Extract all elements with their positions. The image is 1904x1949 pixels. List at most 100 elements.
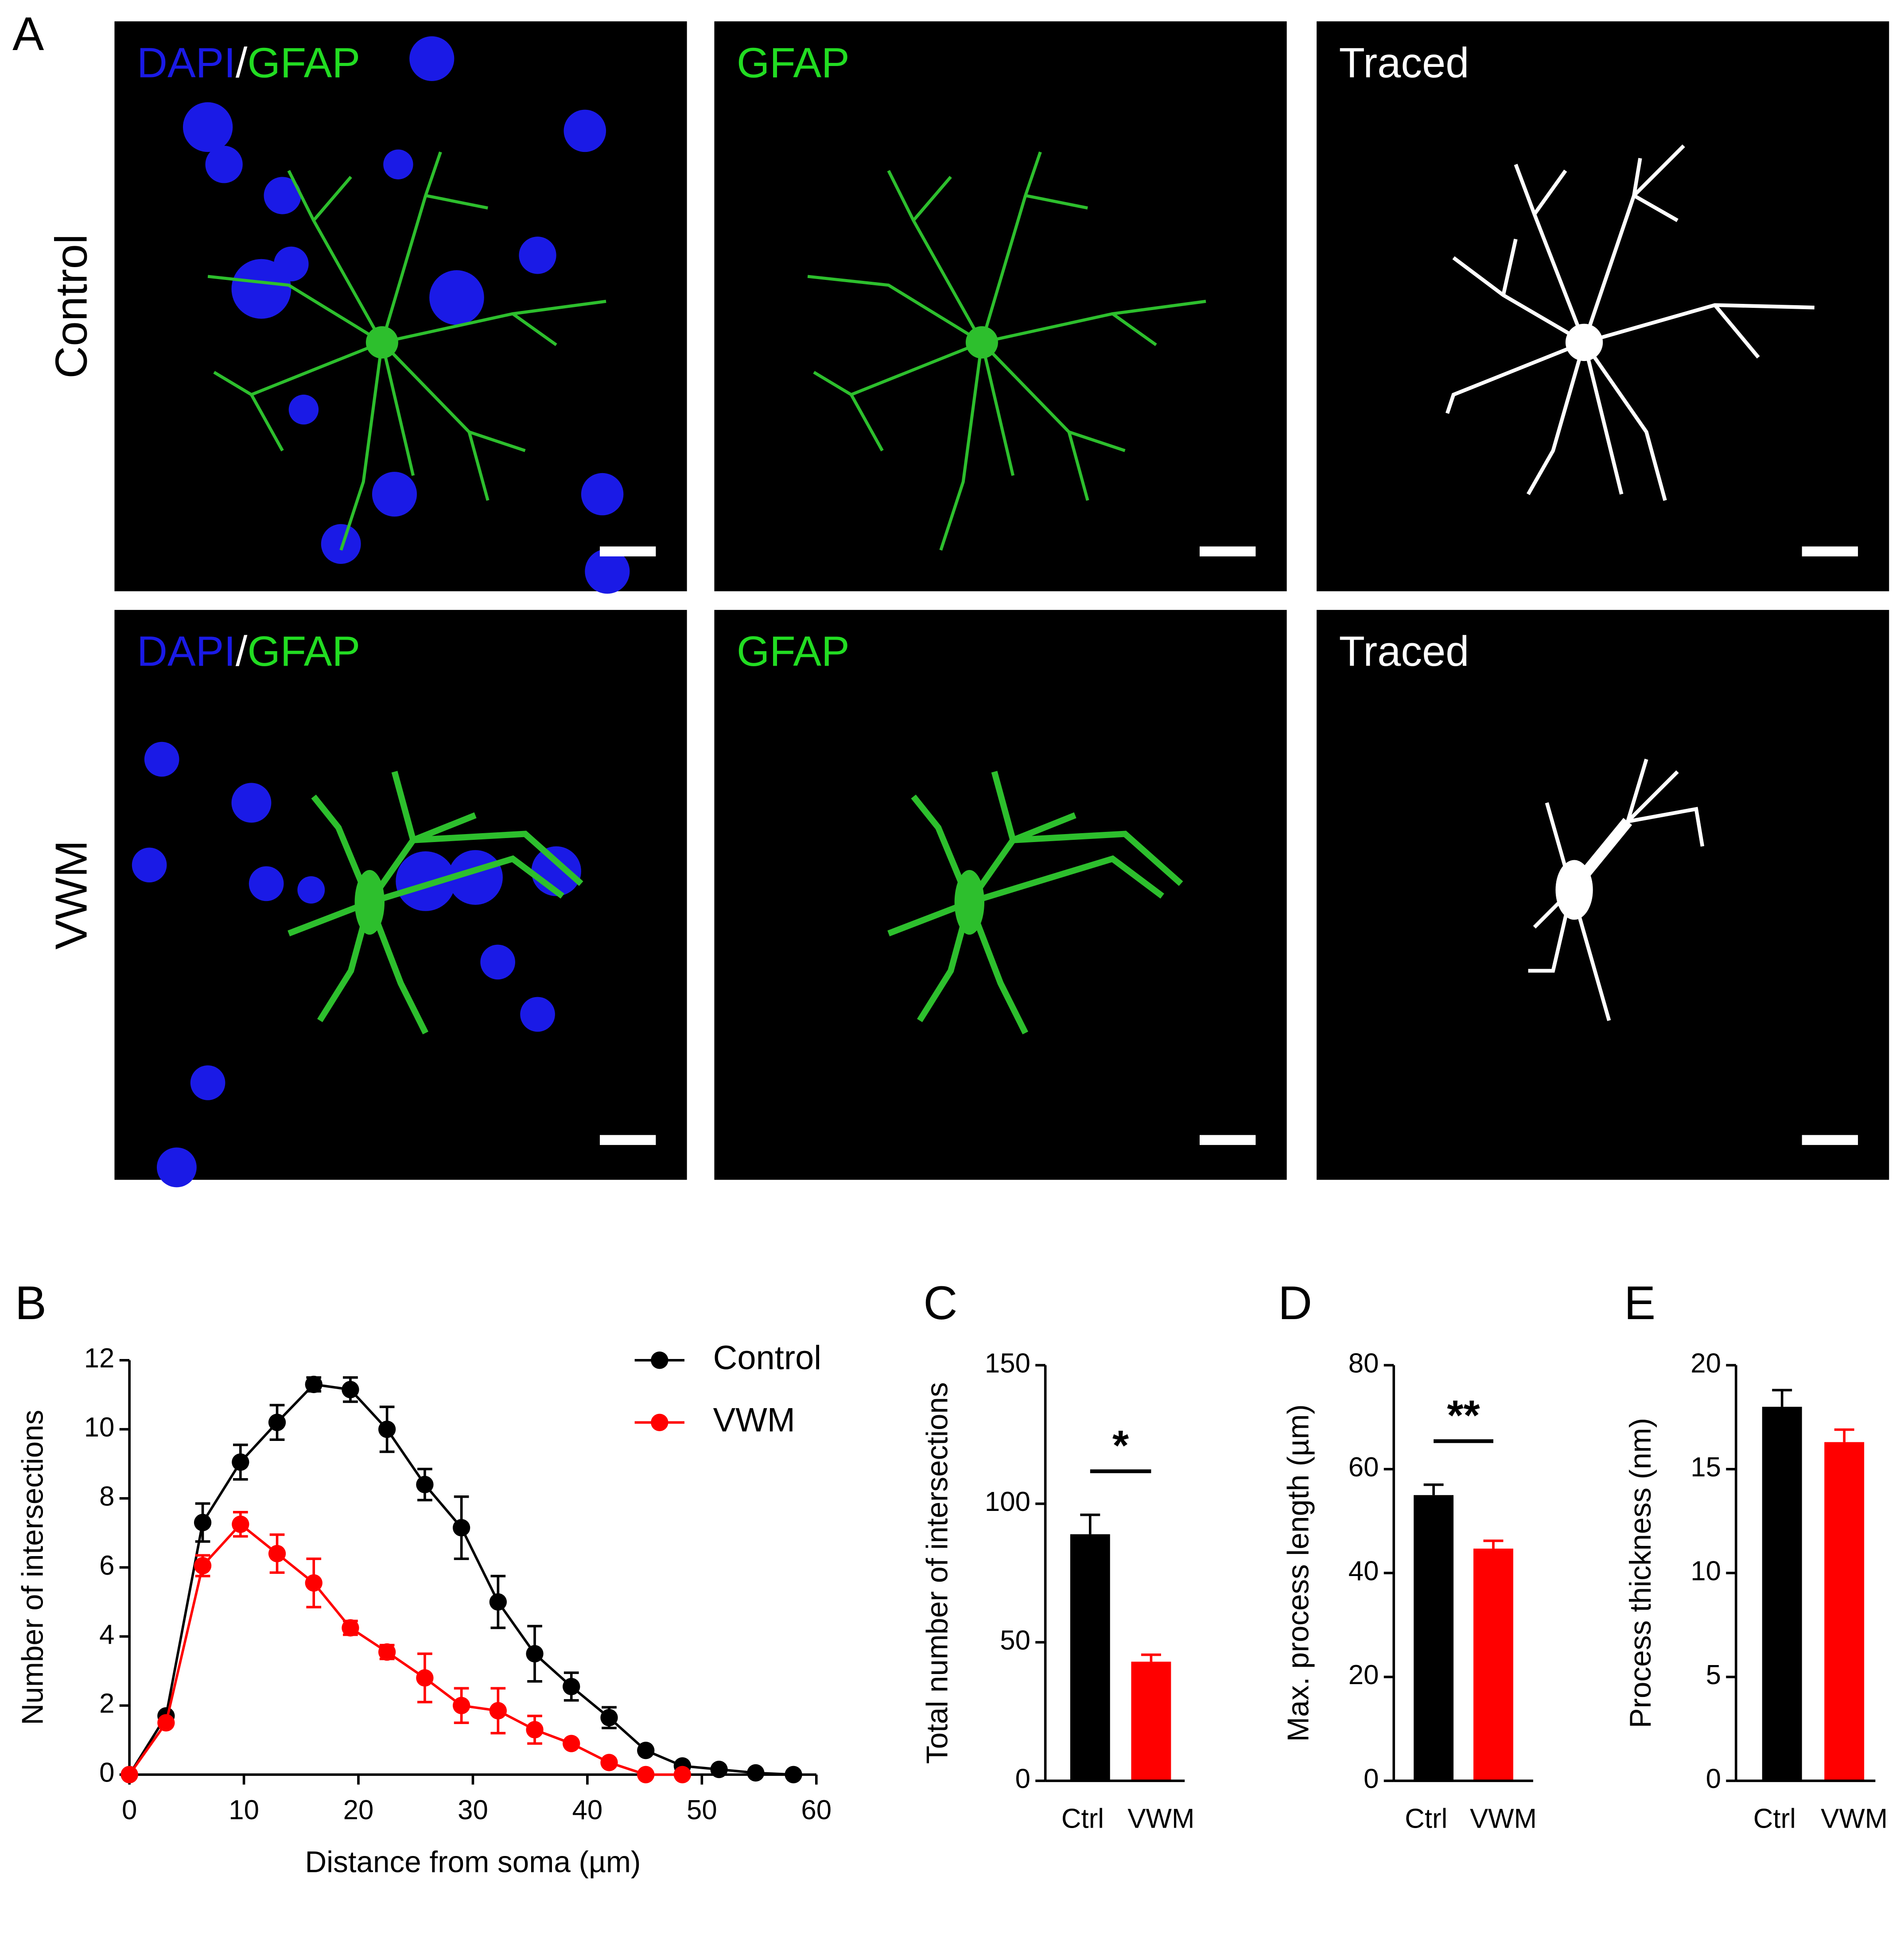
y-tick-label: 12 — [84, 1343, 115, 1374]
y-tick-label: 10 — [84, 1412, 115, 1443]
y-tick-label: 0 — [1706, 1764, 1721, 1794]
data-point — [710, 1760, 728, 1778]
error-bar — [1834, 1428, 1854, 1442]
panel-letter: B — [15, 1276, 47, 1329]
micrograph-content — [1528, 759, 1858, 1145]
x-tick-label: Ctrl — [1405, 1804, 1447, 1834]
data-point — [378, 1643, 396, 1661]
row-label: VWM — [46, 840, 96, 950]
x-tick-label: VWM — [1821, 1804, 1888, 1834]
error-bar — [1772, 1389, 1792, 1407]
image-label-part: GFAP — [247, 40, 360, 87]
y-tick-label: 2 — [99, 1689, 114, 1719]
legend-label: Control — [713, 1339, 821, 1377]
y-tick-label: 0 — [1364, 1764, 1379, 1794]
image-label: Traced — [1339, 628, 1469, 675]
data-point — [194, 1557, 212, 1575]
error-bar — [1141, 1653, 1161, 1662]
x-tick-label: VWM — [1470, 1804, 1537, 1834]
image-label-part: DAPI — [137, 628, 236, 675]
image-label: Traced — [1339, 40, 1469, 87]
row-label: Control — [46, 234, 96, 379]
data-point — [637, 1766, 655, 1783]
image-label-part: / — [236, 628, 248, 675]
image-label-part: DAPI — [137, 40, 236, 87]
data-point — [342, 1381, 359, 1398]
y-tick-label: 80 — [1348, 1348, 1379, 1378]
y-tick-label: 15 — [1690, 1452, 1721, 1483]
data-point — [673, 1766, 692, 1783]
bar — [1131, 1662, 1171, 1781]
data-point — [416, 1669, 434, 1687]
data-point — [232, 1453, 249, 1471]
data-point — [526, 1645, 544, 1663]
y-tick-label: 0 — [99, 1758, 114, 1788]
x-tick-label: 60 — [801, 1795, 832, 1825]
bar — [1070, 1534, 1110, 1781]
x-tick-label: 0 — [122, 1795, 137, 1825]
y-axis-title: Process thickness (nm) — [1624, 1418, 1657, 1728]
data-point — [489, 1702, 507, 1720]
data-point — [600, 1754, 618, 1771]
data-point — [489, 1593, 507, 1611]
y-tick-label: 40 — [1348, 1556, 1379, 1587]
scale-bar — [600, 1135, 656, 1145]
micrograph-content — [808, 152, 1256, 557]
bar — [1414, 1495, 1454, 1781]
micrograph-content — [1447, 146, 1858, 557]
data-point — [268, 1413, 286, 1431]
x-tick-label: Ctrl — [1753, 1804, 1796, 1834]
data-point — [785, 1766, 802, 1783]
micrograph-content — [183, 36, 656, 594]
micrograph — [714, 21, 1287, 591]
image-label-part: GFAP — [737, 628, 850, 675]
scale-bar — [1802, 1135, 1858, 1145]
y-tick-label: 100 — [985, 1487, 1030, 1517]
y-tick-label: 0 — [1015, 1764, 1030, 1794]
x-tick-label: 40 — [572, 1795, 603, 1825]
image-label: GFAP — [737, 628, 850, 675]
data-point — [563, 1735, 580, 1752]
image-label-part: / — [236, 40, 248, 87]
image-label: DAPI/GFAP — [137, 40, 360, 87]
x-tick-label: 20 — [343, 1795, 374, 1825]
significance-label: ** — [1447, 1392, 1480, 1439]
y-tick-label: 10 — [1690, 1556, 1721, 1587]
image-label-part: GFAP — [737, 40, 850, 87]
data-point — [194, 1514, 212, 1531]
data-point — [120, 1766, 138, 1783]
y-tick-label: 150 — [985, 1348, 1030, 1378]
data-point — [747, 1764, 765, 1782]
x-tick-label: 50 — [687, 1795, 717, 1825]
data-point — [305, 1574, 323, 1592]
data-point — [232, 1515, 249, 1533]
charts: 0 2 4 6 8 10 12 Number of intersections B 0 10 20 30… — [15, 1276, 1888, 1879]
y-tick-label: 6 — [99, 1550, 114, 1581]
data-point — [637, 1742, 655, 1759]
series-line — [128, 1522, 683, 1776]
scale-bar — [1200, 1135, 1256, 1145]
error-bar — [1080, 1514, 1100, 1534]
panel-letter: C — [923, 1276, 957, 1329]
y-tick-label: 50 — [1000, 1625, 1030, 1656]
y-tick-label: 4 — [99, 1619, 114, 1650]
y-tick-label: 5 — [1706, 1660, 1721, 1690]
error-bar — [1423, 1483, 1444, 1495]
y-axis-title: Total number of intersections — [921, 1382, 954, 1764]
y-axis-title: Number of intersections — [16, 1410, 49, 1725]
data-point — [305, 1375, 323, 1394]
scale-bar — [1200, 546, 1256, 557]
x-tick-label: 10 — [229, 1795, 259, 1825]
bar — [1762, 1406, 1802, 1781]
bar — [1473, 1549, 1513, 1781]
data-point — [268, 1545, 286, 1563]
y-tick-label: 20 — [1690, 1348, 1721, 1378]
x-axis-title: Distance from soma (µm) — [305, 1845, 641, 1879]
micrograph-content — [889, 772, 1256, 1145]
scale-bar — [1802, 546, 1858, 557]
micrograph-content — [132, 742, 656, 1188]
data-point — [416, 1475, 434, 1494]
legend-label: VWM — [713, 1401, 795, 1439]
